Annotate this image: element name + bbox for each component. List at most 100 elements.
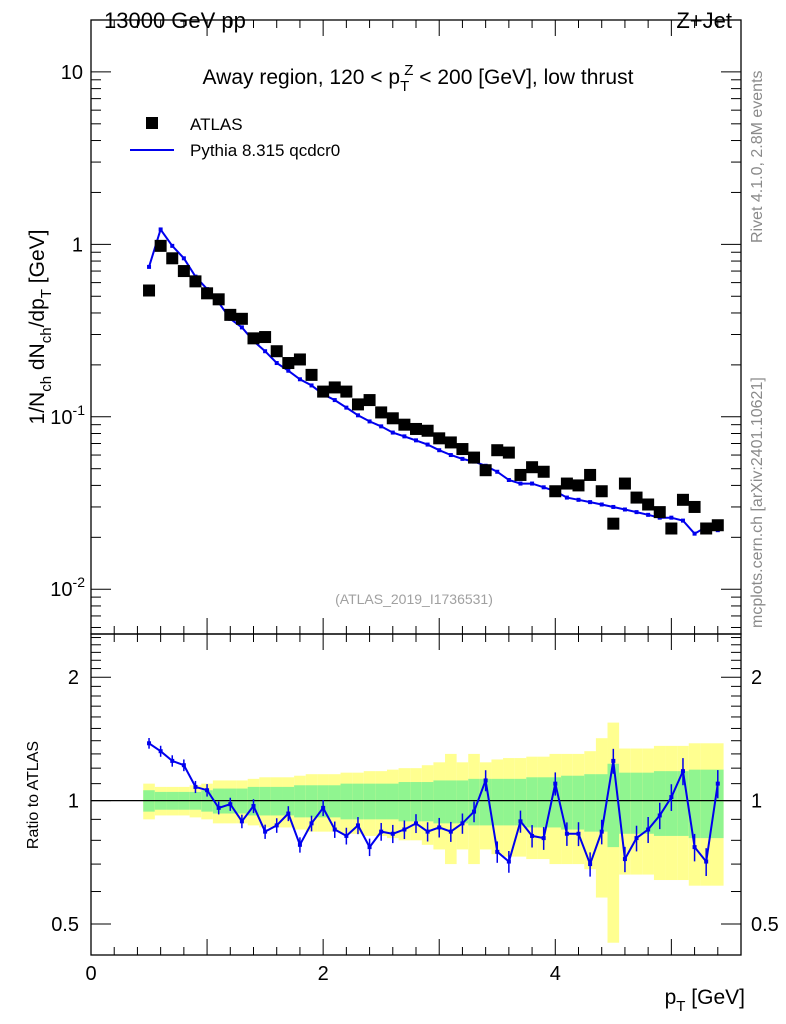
data-point [340,385,353,398]
ratio-mc-point [448,829,453,834]
mc-point [263,349,268,354]
ratio-y-tick-label-left: 0.5 [51,914,79,936]
mc-point [344,405,349,410]
mc-point [576,497,581,502]
data-point [386,412,399,425]
mc-point [530,481,535,486]
data-point [676,493,689,506]
data-point [491,444,504,457]
ratio-mc-point [321,805,326,810]
ratio-mc-point [297,842,302,847]
ratio-band-inner [514,778,527,826]
mc-point [622,507,627,512]
ratio-band-inner [410,782,422,822]
ratio-mc-point [158,749,163,754]
data-point [305,368,318,381]
data-point [595,485,608,498]
ratio-mc-point [147,741,152,746]
data-point [526,461,539,474]
data-point [154,239,167,252]
data-point [224,308,237,321]
ratio-mc-point [460,821,465,826]
data-point [584,468,597,481]
mc-point [599,502,604,507]
mc-point [402,434,407,439]
ratio-y-tick-label-right: 2 [751,667,762,689]
mc-point [158,227,163,232]
ratio-band-inner [537,777,550,828]
data-point [317,385,330,398]
ratio-mc-point [530,833,535,838]
ratio-mc-point [332,827,337,832]
mc-point [239,325,244,330]
rivet-label: Rivet 4.1.0, 2.8M events [749,70,766,243]
main-y-axis-label: 1/Nch dNch/dpT [GeV] [26,230,55,425]
ratio-band-inner [549,777,562,828]
ratio-y-tick-label-right: 1 [751,791,762,813]
data-point [630,491,643,504]
main-plot-title: Away region, 120 < pTZ < 200 [GeV], low … [203,62,634,95]
ratio-y-tick-label-left: 2 [68,667,79,689]
ratio-band-inner [700,769,712,839]
ratio-band-inner [630,772,643,834]
mc-point [634,510,639,515]
mc-point [588,500,593,505]
ratio-y-axis-label: Ratio to ATLAS [25,741,42,849]
ratio-mc-point [506,859,511,864]
ratio-band-inner [503,778,515,826]
mc-point [669,515,674,520]
ratio-mc-point [483,778,488,783]
ratio-mc-point [239,819,244,824]
data-point [618,477,631,490]
ratio-band-inner [677,771,689,836]
ratio-mc-point [344,833,349,838]
ratio-mc-point [611,758,616,763]
ratio-band-inner [445,780,457,824]
ratio-band-inner [711,769,724,839]
data-point [212,293,225,306]
ratio-mc-point [181,763,186,768]
legend-mc-label: Pythia 8.315 qcdcr0 [190,141,340,160]
data-point [653,506,666,519]
ratio-mc-point [646,827,651,832]
data-point [502,446,515,459]
ratio-panel-frame [90,633,742,956]
ratio-mc-point [367,845,372,850]
mc-point [170,243,175,248]
data-point [189,275,202,288]
ratio-mc-point [425,829,430,834]
data-point [433,432,446,445]
ratio-band-inner [526,777,538,828]
ratio-mc-point [704,859,709,864]
mc-point [181,256,186,261]
ratio-mc-point [309,821,314,826]
ratio-mc-point [216,805,221,810]
data-point [235,312,248,325]
data-point [201,287,214,300]
ratio-mc-point [286,811,291,816]
ratio-band-inner [328,785,341,818]
ratio-mc-point [472,809,477,814]
ratio-band-inner [456,780,469,824]
ratio-band-inner [491,778,504,826]
mc-point [147,264,152,269]
main-y-tick-label: 10 [61,62,83,84]
mc-point [518,481,523,486]
mc-point [379,424,384,429]
ratio-band-inner [294,785,306,818]
data-point [177,265,190,278]
ratio-mc-point [274,823,279,828]
mc-point [437,448,442,453]
ratio-band-inner [561,775,573,830]
ratio-band-inner [386,783,399,820]
ratio-mc-point [205,788,210,793]
ratio-mc-point [355,823,360,828]
mc-point [414,438,418,443]
ratio-mc-point [193,784,198,789]
data-point [549,485,562,498]
ratio-mc-point [495,849,500,854]
mc-point [506,477,511,482]
data-point [642,498,655,511]
main-y-tick-label: 1 [72,234,83,256]
